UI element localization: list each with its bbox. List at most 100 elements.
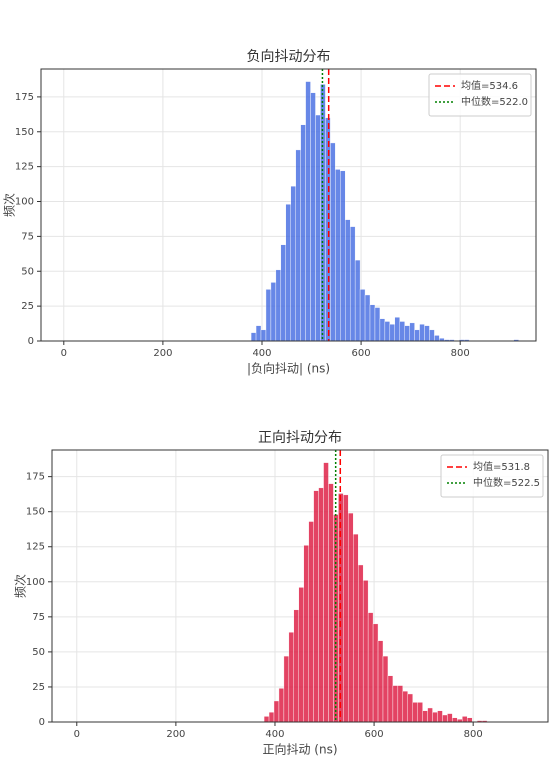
bar: [397, 685, 404, 723]
chart-title: 负向抖动分布: [247, 49, 331, 65]
bar: [285, 204, 291, 342]
bar: [330, 142, 336, 342]
bar: [343, 494, 349, 723]
y-axis-label: 频次: [3, 193, 17, 217]
bar: [293, 609, 299, 723]
bar: [278, 688, 285, 723]
bar: [275, 269, 282, 342]
bar: [280, 244, 286, 342]
legend-label: 中位数=522.0: [461, 95, 528, 108]
bar: [394, 317, 400, 342]
bar: [303, 545, 309, 723]
bar: [407, 693, 413, 723]
bar: [255, 325, 262, 342]
bar: [263, 716, 270, 723]
x-axis-label: 正向抖动 (ns): [262, 742, 337, 757]
chart-title: 正向抖动分布: [258, 430, 342, 446]
bar: [325, 117, 331, 342]
y-tick-label: 150: [15, 127, 34, 138]
bar: [414, 329, 420, 342]
bar: [345, 219, 351, 342]
bar: [288, 632, 295, 723]
x-tick-label: 200: [153, 348, 172, 359]
bar: [265, 289, 272, 342]
y-axis-label: 频次: [14, 574, 28, 598]
bar: [434, 335, 440, 342]
bar: [250, 332, 257, 342]
bar: [328, 483, 334, 723]
bar: [270, 282, 277, 342]
plot-frame: [51, 449, 549, 723]
legend-label: 均值=531.8: [473, 460, 530, 473]
bar: [404, 325, 410, 342]
y-tick-label: 50: [32, 647, 45, 658]
bar: [300, 124, 306, 342]
y-tick-label: 25: [32, 682, 45, 693]
x-tick-label: 0: [74, 729, 80, 740]
bar: [384, 321, 391, 342]
bar: [364, 294, 371, 342]
bar: [417, 702, 423, 723]
legend-label: 中位数=522.5: [473, 476, 540, 489]
bar: [447, 713, 453, 723]
y-tick-label: 175: [15, 92, 34, 103]
x-tick-label: 400: [252, 348, 271, 359]
y-tick-label: 0: [39, 717, 45, 728]
bar: [362, 580, 369, 723]
bar: [295, 149, 301, 342]
bar: [313, 490, 319, 723]
bar: [310, 92, 316, 342]
bar: [437, 710, 443, 723]
bar: [315, 114, 321, 342]
x-tick-label: 400: [265, 729, 284, 740]
y-tick-label: 150: [26, 507, 45, 518]
bar: [305, 81, 311, 342]
bar: [419, 324, 425, 342]
bar: [318, 487, 324, 723]
bar: [422, 710, 428, 723]
x-tick-label: 200: [166, 729, 185, 740]
bar: [389, 324, 395, 342]
bar: [372, 623, 379, 723]
y-tick-label: 125: [15, 162, 34, 173]
bar: [359, 289, 366, 342]
bar: [260, 329, 267, 342]
bar: [353, 533, 359, 723]
x-tick-label: 600: [352, 348, 371, 359]
bar: [349, 226, 356, 342]
legend-label: 均值=534.6: [461, 79, 518, 92]
plot-frame: [40, 68, 537, 342]
bar: [412, 702, 418, 723]
bar: [377, 640, 384, 723]
bar: [358, 564, 364, 723]
y-tick-label: 0: [28, 336, 34, 347]
bar: [427, 707, 433, 723]
bar: [367, 612, 374, 723]
bar: [323, 462, 329, 723]
bar: [467, 717, 473, 723]
bar: [348, 512, 354, 723]
bar: [379, 318, 386, 342]
bar: [308, 521, 314, 723]
bar: [409, 322, 415, 342]
bar: [392, 685, 399, 723]
y-tick-label: 50: [21, 266, 34, 277]
bar: [268, 711, 275, 723]
y-tick-label: 100: [26, 577, 45, 588]
bar: [354, 259, 361, 342]
y-tick-label: 25: [21, 301, 34, 312]
bar: [340, 170, 346, 342]
bar: [335, 169, 341, 342]
legend-box: [428, 73, 532, 117]
bar: [402, 690, 408, 723]
bar: [283, 655, 290, 723]
x-tick-label: 800: [451, 348, 470, 359]
bar: [298, 587, 304, 723]
y-tick-label: 75: [32, 612, 45, 623]
y-tick-label: 75: [21, 231, 34, 242]
legend-box: [440, 454, 544, 498]
x-tick-label: 600: [365, 729, 384, 740]
bar: [452, 717, 458, 723]
